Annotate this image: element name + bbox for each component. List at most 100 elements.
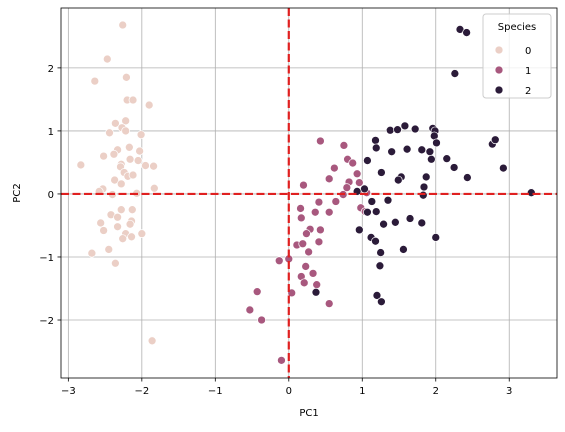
data-point-species-1 xyxy=(274,256,284,266)
data-point-species-0 xyxy=(133,156,143,165)
data-point-species-1 xyxy=(296,213,306,223)
data-point-species-0 xyxy=(141,161,150,170)
reference-lines xyxy=(61,8,557,378)
data-point-species-2 xyxy=(419,182,429,192)
data-point-species-1 xyxy=(296,204,305,213)
data-point-species-1 xyxy=(324,207,334,217)
data-point-species-2 xyxy=(431,233,441,242)
data-point-species-0 xyxy=(124,142,134,152)
data-point-species-2 xyxy=(363,207,372,217)
data-point-species-2 xyxy=(417,218,427,228)
data-point-species-1 xyxy=(354,178,364,187)
legend-title: Species xyxy=(498,22,537,33)
data-point-species-2 xyxy=(402,144,412,154)
data-point-species-0 xyxy=(121,116,131,126)
data-point-species-2 xyxy=(410,124,420,134)
data-point-species-2 xyxy=(405,214,415,223)
data-point-species-2 xyxy=(426,154,436,164)
data-point-species-1 xyxy=(312,280,322,290)
data-point-species-1 xyxy=(308,269,318,278)
data-point-species-0 xyxy=(76,160,86,170)
data-point-species-0 xyxy=(127,232,136,242)
data-point-species-2 xyxy=(387,147,397,157)
legend-marker-species-0 xyxy=(494,45,504,55)
plot-frame xyxy=(60,7,558,379)
legend-marker-species-2 xyxy=(494,85,504,95)
data-point-species-2 xyxy=(442,154,452,163)
data-point-species-2 xyxy=(367,197,377,206)
data-point-species-2 xyxy=(377,168,386,177)
data-point-species-0 xyxy=(90,76,100,86)
points xyxy=(76,20,536,365)
data-point-species-0 xyxy=(104,245,114,254)
y-tick-label: 2 xyxy=(48,64,54,75)
data-point-species-2 xyxy=(499,163,508,173)
data-point-species-0 xyxy=(116,179,126,189)
data-point-species-2 xyxy=(432,138,441,148)
data-point-species-2 xyxy=(363,156,372,165)
legend: Species 0 1 2 xyxy=(482,13,552,99)
data-point-species-2 xyxy=(393,125,402,135)
y-tick-label: 1 xyxy=(48,127,54,138)
data-point-species-0 xyxy=(110,175,119,185)
data-point-species-1 xyxy=(314,237,324,247)
data-point-species-2 xyxy=(399,245,408,254)
y-axis-label: PC2 xyxy=(12,183,23,202)
data-point-species-1 xyxy=(257,315,266,325)
data-point-species-2 xyxy=(376,248,385,257)
data-point-species-0 xyxy=(99,151,108,161)
legend-marker-species-1 xyxy=(494,65,504,75)
data-point-species-1 xyxy=(314,197,324,207)
data-point-species-1 xyxy=(316,136,325,146)
data-point-species-0 xyxy=(87,248,97,258)
data-point-species-1 xyxy=(252,287,262,296)
y-tick-label: −1 xyxy=(39,253,54,264)
legend-label-species-2: 2 xyxy=(525,86,531,97)
data-point-species-2 xyxy=(371,207,381,216)
data-point-species-0 xyxy=(118,234,128,244)
data-point-species-0 xyxy=(136,130,146,140)
data-point-species-2 xyxy=(400,121,410,131)
data-point-species-1 xyxy=(348,158,358,168)
data-point-species-0 xyxy=(118,20,128,30)
y-tick-label: −2 xyxy=(39,316,54,327)
data-point-species-2 xyxy=(449,163,459,172)
data-point-species-2 xyxy=(371,136,380,145)
data-point-species-0 xyxy=(109,149,119,159)
x-tick-label: −2 xyxy=(134,386,149,397)
data-point-species-0 xyxy=(128,170,138,180)
data-point-species-0 xyxy=(128,95,138,105)
ticks: −3 −2 −1 0 1 2 3 −2 −1 0 1 2 xyxy=(39,64,512,397)
x-tick-label: −3 xyxy=(61,386,76,397)
data-point-species-0 xyxy=(111,118,120,128)
data-point-species-2 xyxy=(371,143,381,153)
data-point-species-2 xyxy=(462,28,471,37)
data-point-species-1 xyxy=(339,141,349,150)
legend-label-species-0: 0 xyxy=(525,46,531,57)
data-point-species-1 xyxy=(324,299,334,308)
data-point-species-2 xyxy=(390,217,400,227)
data-point-species-0 xyxy=(113,212,122,222)
data-point-species-1 xyxy=(299,180,308,190)
legend-items: 0 1 2 xyxy=(494,45,531,97)
data-point-species-2 xyxy=(360,184,369,194)
y-tick-label: 0 xyxy=(48,190,54,201)
data-point-species-0 xyxy=(105,128,114,138)
data-point-species-0 xyxy=(116,205,126,215)
data-point-species-2 xyxy=(526,188,536,198)
data-point-species-0 xyxy=(125,219,135,229)
data-point-species-0 xyxy=(121,126,131,136)
data-point-species-0 xyxy=(99,226,108,235)
data-point-species-1 xyxy=(304,247,313,257)
data-point-species-2 xyxy=(490,135,500,145)
legend-label-species-1: 1 xyxy=(525,66,531,77)
data-point-species-0 xyxy=(113,222,122,232)
data-point-species-2 xyxy=(354,225,364,235)
data-point-species-0 xyxy=(149,183,159,193)
data-point-species-1 xyxy=(352,169,362,179)
data-point-species-1 xyxy=(310,207,320,217)
data-point-species-0 xyxy=(147,336,157,346)
data-point-species-2 xyxy=(418,190,428,200)
x-tick-label: 0 xyxy=(286,386,292,397)
